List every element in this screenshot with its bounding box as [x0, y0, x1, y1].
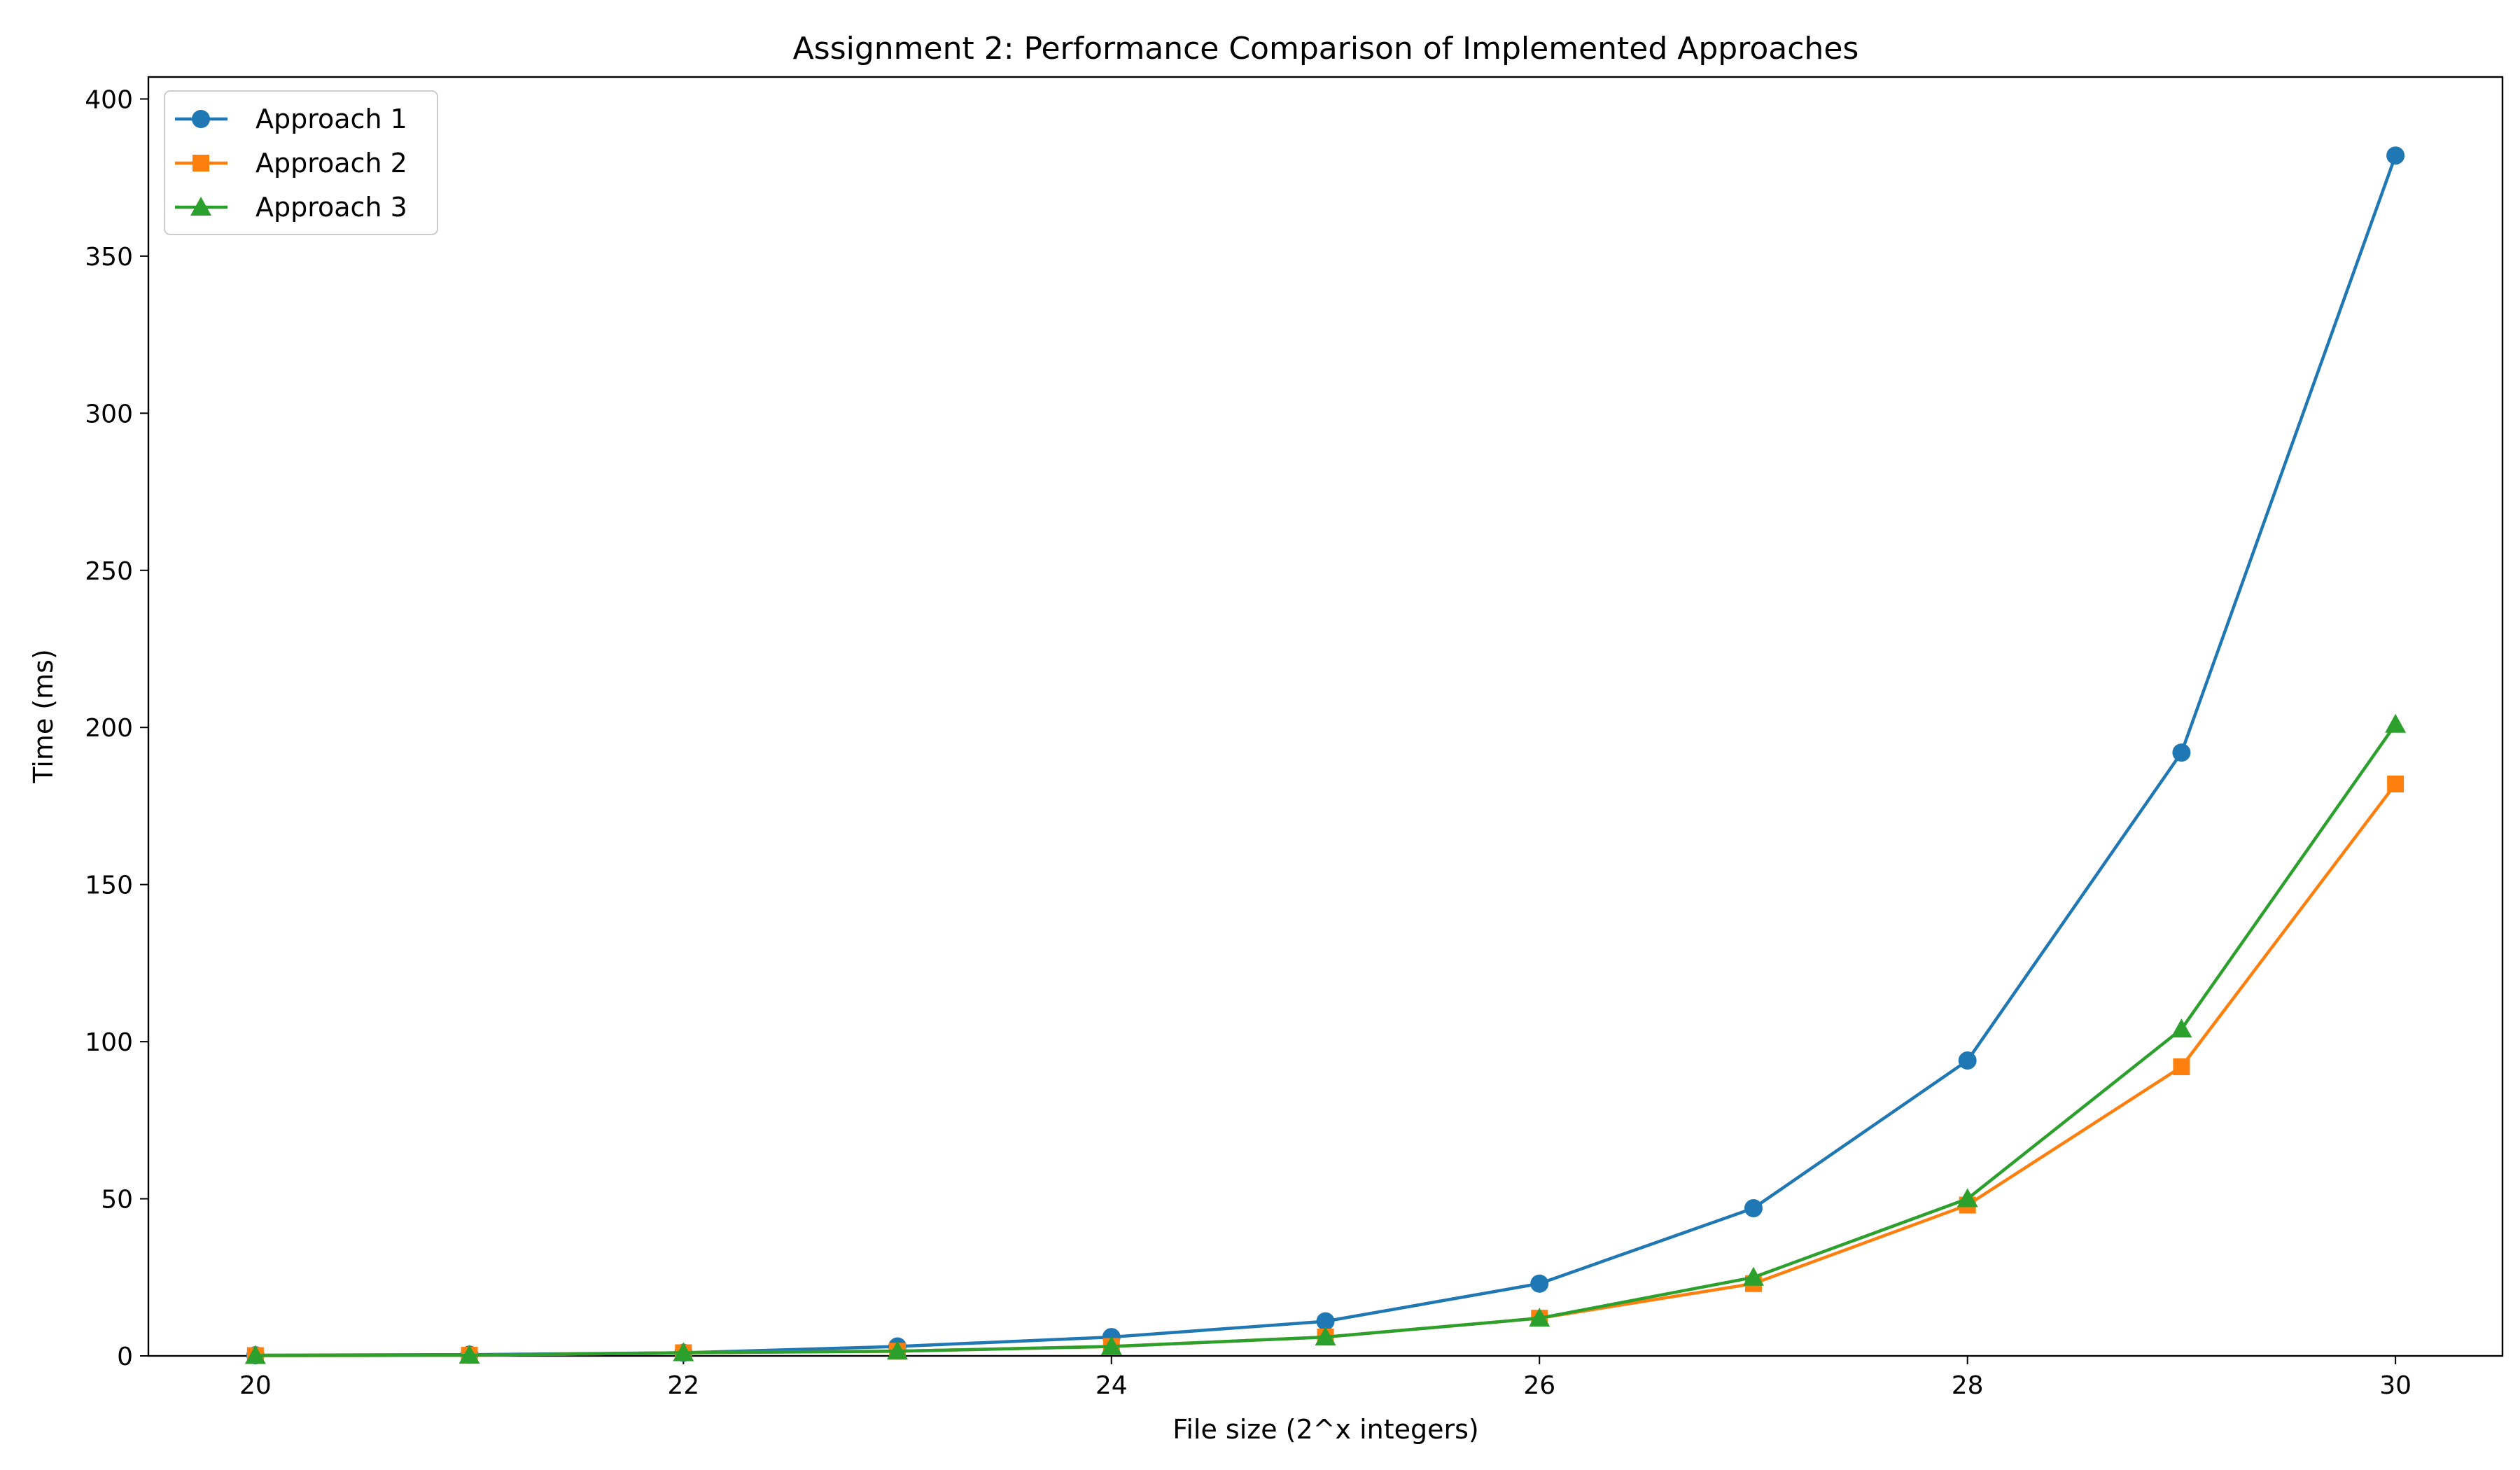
y-tick-label: 150	[85, 872, 133, 900]
y-tick-label: 100	[85, 1028, 133, 1057]
y-tick-label: 0	[117, 1343, 133, 1371]
legend-label-approach-2: Approach 2	[255, 148, 407, 178]
x-axis-label: File size (2^x integers)	[1172, 1414, 1479, 1445]
data-point-approach-3	[673, 1342, 694, 1362]
data-point-approach-3	[1529, 1308, 1550, 1327]
plot-frame	[147, 76, 2504, 1357]
data-point-approach-1	[1744, 1199, 1763, 1218]
y-tick-label: 250	[85, 557, 133, 586]
legend: Approach 1 Approach 2 Approach 3	[164, 90, 438, 235]
x-tick-label: 20	[239, 1371, 272, 1400]
y-tick-label: 350	[85, 243, 133, 272]
y-tick-label: 200	[85, 714, 133, 743]
data-point-approach-3	[2385, 713, 2407, 733]
data-point-approach-2	[2173, 1058, 2190, 1076]
data-point-approach-1	[1958, 1051, 1977, 1070]
series-line-approach-2	[255, 783, 2397, 1357]
y-tick-label: 300	[85, 400, 133, 428]
legend-marker-approach-2	[192, 155, 209, 172]
legend-marker-approach-3	[190, 197, 211, 216]
data-point-approach-2	[2387, 776, 2404, 793]
x-tick-label: 24	[1096, 1371, 1128, 1400]
legend-label-approach-1: Approach 1	[255, 104, 407, 134]
y-tick-label: 50	[101, 1186, 133, 1214]
data-point-approach-1	[2386, 146, 2405, 165]
x-tick-label: 22	[667, 1371, 699, 1400]
legend-box	[164, 90, 438, 235]
data-point-approach-3	[1100, 1336, 1122, 1355]
series-line-approach-1	[255, 155, 2398, 1357]
data-point-approach-1	[2172, 743, 2191, 762]
series-line-approach-3	[255, 723, 2397, 1357]
data-point-approach-3	[1315, 1326, 1336, 1346]
data-point-approach-3	[2171, 1018, 2192, 1038]
data-point-approach-3	[887, 1340, 909, 1360]
data-point-approach-3	[1742, 1266, 1764, 1286]
data-point-approach-3	[244, 1345, 266, 1364]
x-tick-label: 30	[2379, 1371, 2412, 1400]
legend-marker-approach-1	[192, 110, 210, 128]
y-axis-label: Time (ms)	[28, 649, 59, 784]
x-tick-label: 26	[1523, 1371, 1555, 1400]
y-tick-label: 400	[85, 85, 133, 114]
data-point-approach-3	[1956, 1188, 1978, 1208]
data-point-approach-1	[1530, 1274, 1549, 1293]
data-point-approach-3	[458, 1345, 480, 1364]
data-point-approach-1	[1316, 1312, 1335, 1331]
legend-label-approach-3: Approach 3	[255, 192, 407, 223]
x-tick-label: 28	[1952, 1371, 1984, 1400]
chart-title: Assignment 2: Performance Comparison of …	[793, 31, 1859, 66]
